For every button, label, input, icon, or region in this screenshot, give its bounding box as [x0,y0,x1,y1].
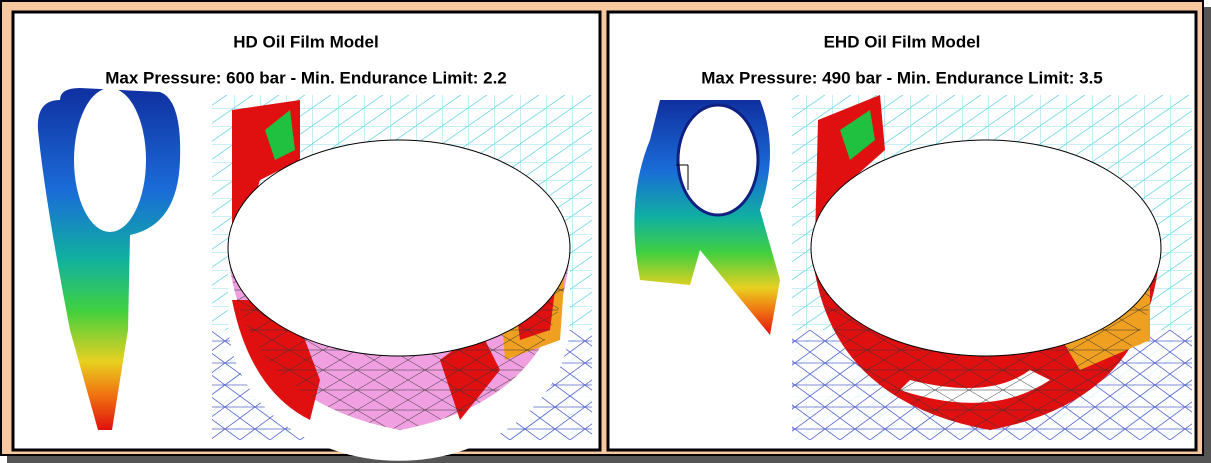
panel-subtitle: Max Pressure: 490 bar - Min. Endurance L… [701,68,1103,87]
mesh-view [792,95,1192,440]
mesh-view [212,95,592,461]
panel-title: EHD Oil Film Model [824,32,981,51]
panel: EHD Oil Film Model Max Pressure: 490 bar… [608,12,1196,450]
figure: HD Oil Film Model Max Pressure: 600 bar … [0,0,1211,463]
panel-title: HD Oil Film Model [233,32,378,51]
panel-subtitle: Max Pressure: 600 bar - Min. Endurance L… [105,68,507,87]
panel: HD Oil Film Model Max Pressure: 600 bar … [13,12,600,461]
page: HD Oil Film Model Max Pressure: 600 bar … [0,0,1211,463]
